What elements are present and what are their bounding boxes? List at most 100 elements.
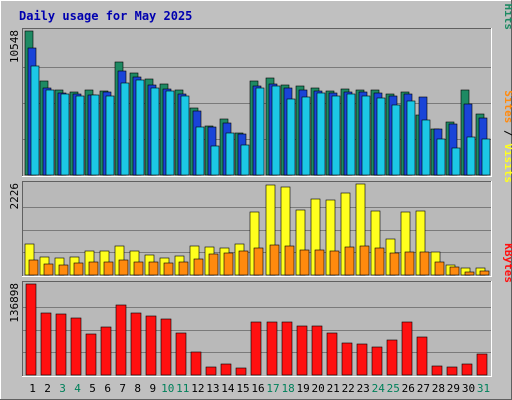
bar-kbytes-day-undefined	[25, 283, 37, 376]
x-tick-label: 2	[44, 382, 51, 395]
x-tick-label: 16	[251, 382, 264, 395]
bar-sites-day-undefined	[238, 250, 249, 276]
bar-kbytes-day-undefined	[281, 321, 293, 376]
bar-sites-day-undefined	[449, 266, 460, 276]
x-tick-label: 25	[387, 382, 400, 395]
bar-pages-day-14	[225, 132, 235, 176]
legend: Pages / Files / Hits	[502, 0, 512, 30]
bar-sites-day-undefined	[118, 259, 129, 276]
bar-kbytes-day-undefined	[341, 342, 353, 376]
bar-sites-day-undefined	[479, 270, 490, 276]
bar-kbytes-day-undefined	[40, 312, 52, 376]
panel-1: 10548 Pages / Files / Hits	[8, 0, 512, 177]
x-tick-label: 13	[206, 382, 219, 395]
bar-pages-day-11	[180, 95, 190, 176]
legend: KBytes	[502, 243, 512, 283]
bar-sites-day-undefined	[359, 245, 370, 276]
bar-pages-day-24	[376, 97, 386, 176]
bar-kbytes-day-undefined	[235, 367, 247, 376]
x-tick-label: 30	[462, 382, 475, 395]
x-tick-label: 24	[372, 382, 386, 395]
bar-kbytes-day-undefined	[220, 363, 232, 376]
x-tick-label: 21	[327, 382, 340, 395]
bar-kbytes-day-undefined	[205, 366, 217, 376]
bar-kbytes-day-undefined	[446, 366, 458, 376]
bar-pages-day-3	[60, 93, 70, 176]
legend: Sites / Visits	[502, 90, 512, 183]
bar-kbytes-day-undefined	[85, 333, 97, 376]
bar-kbytes-day-undefined	[371, 346, 383, 376]
bar-sites-day-undefined	[163, 262, 174, 276]
panel-3: 136898 KBytes	[8, 243, 512, 377]
x-tick-label: 19	[296, 382, 309, 395]
x-tick-label: 9	[149, 382, 156, 395]
bar-kbytes-day-undefined	[250, 321, 262, 376]
bar-pages-day-26	[406, 100, 416, 176]
bar-kbytes-day-undefined	[476, 353, 488, 376]
bar-sites-day-undefined	[404, 251, 415, 276]
bar-kbytes-day-undefined	[356, 343, 368, 376]
bar-pages-day-12	[195, 126, 205, 176]
bar-pages-day-8	[135, 79, 145, 176]
bar-pages-day-22	[346, 93, 356, 176]
bar-kbytes-day-undefined	[401, 321, 413, 376]
bar-pages-day-31	[481, 138, 491, 176]
bar-kbytes-day-undefined	[130, 312, 142, 376]
bar-pages-day-10	[165, 90, 175, 176]
bar-pages-day-25	[391, 104, 401, 176]
bar-kbytes-day-undefined	[386, 339, 398, 376]
bar-sites-day-undefined	[253, 247, 264, 276]
y-axis-max-label: 136898	[8, 283, 21, 323]
legend-separator: /	[502, 123, 512, 143]
bar-sites-day-undefined	[374, 247, 385, 276]
legend-item-sites: Sites	[502, 90, 512, 123]
x-tick-label: 6	[104, 382, 111, 395]
x-tick-label: 26	[402, 382, 415, 395]
chart-panels: 10548 Pages / Files / Hits 2226 Sites / Vis…	[8, 0, 512, 377]
x-tick-label: 3	[59, 382, 66, 395]
x-tick-label: 29	[447, 382, 460, 395]
bar-kbytes-day-undefined	[70, 317, 82, 376]
bar-pages-day-1	[30, 65, 40, 176]
bar-sites-day-undefined	[193, 258, 204, 276]
bar-pages-day-5	[90, 94, 100, 176]
bar-kbytes-day-undefined	[431, 365, 443, 376]
y-axis-max-label: 10548	[8, 30, 21, 63]
bar-pages-day-4	[75, 95, 85, 176]
bar-sites-day-undefined	[208, 253, 219, 276]
x-tick-label: 22	[342, 382, 355, 395]
bar-kbytes-day-undefined	[115, 304, 127, 376]
bar-pages-day-6	[105, 95, 115, 176]
x-axis-day-labels: 1 2 3 4 5 6 7 8 9 10 11 12 13 14 15 16 17 18 19 20 21 22 23 24 2…	[29, 382, 490, 395]
legend-item-kbytes: KBytes	[502, 243, 512, 283]
chart-title: Daily usage for May 2025	[19, 9, 192, 23]
bar-sites-day-undefined	[178, 261, 189, 276]
bar-pages-day-30	[466, 136, 476, 176]
x-tick-label: 7	[119, 382, 126, 395]
bar-pages-day-17	[271, 85, 281, 176]
legend-separator: /	[502, 0, 512, 4]
bar-kbytes-day-undefined	[416, 336, 428, 376]
x-tick-label: 10	[161, 382, 174, 395]
x-tick-label: 15	[236, 382, 249, 395]
bar-sites-day-undefined	[299, 249, 310, 276]
bar-sites-day-undefined	[434, 261, 445, 276]
bar-kbytes-day-undefined	[190, 351, 202, 376]
x-tick-label: 31	[477, 382, 490, 395]
bar-pages-day-20	[316, 92, 326, 176]
bar-kbytes-day-undefined	[100, 326, 112, 376]
bar-sites-day-undefined	[314, 249, 325, 276]
bar-kbytes-day-undefined	[55, 313, 67, 376]
bar-sites-day-undefined	[344, 246, 355, 276]
bar-sites-day-undefined	[223, 252, 234, 276]
bar-sites-day-undefined	[103, 261, 114, 276]
panel-2: 2226 Sites / Visits	[8, 90, 512, 277]
y-axis-max-label: 2226	[8, 183, 21, 210]
bar-pages-day-28	[436, 138, 446, 176]
bar-sites-day-undefined	[88, 261, 99, 276]
bar-sites-day-undefined	[43, 263, 54, 276]
bar-sites-day-undefined	[419, 251, 430, 276]
bar-pages-day-21	[331, 95, 341, 176]
bar-pages-day-13	[210, 145, 220, 176]
